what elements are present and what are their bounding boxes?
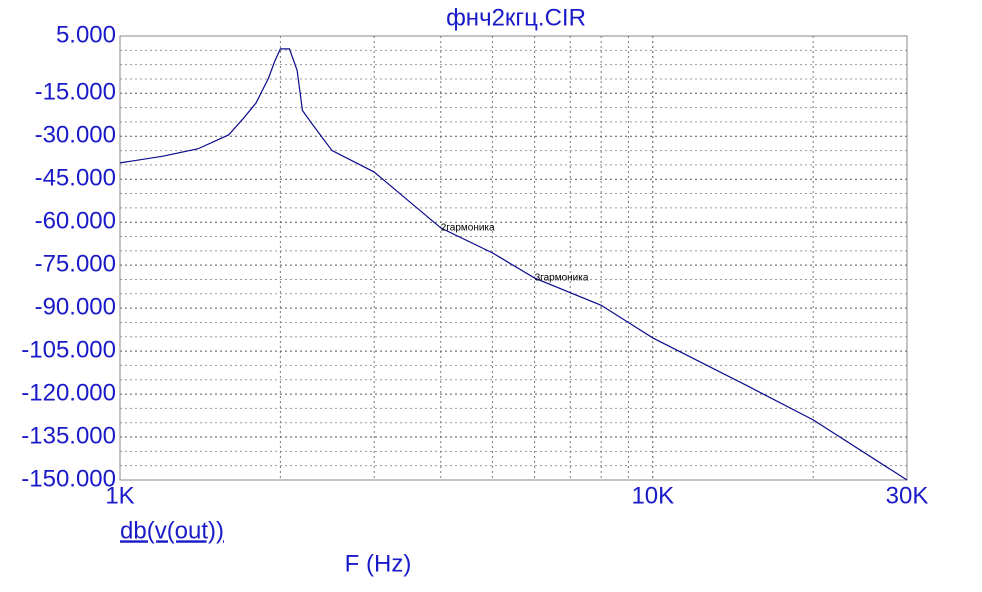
- legend-entry: db(v(out)): [120, 517, 224, 544]
- x-tick-label: 30K: [886, 482, 929, 509]
- chart-title: фнч2кгц.CIR: [446, 4, 586, 31]
- line-series: [119, 48, 908, 481]
- x-tick-label: 10K: [631, 482, 674, 509]
- y-tick-label: -15.000: [35, 79, 116, 106]
- y-tick-label: -30.000: [35, 122, 116, 149]
- y-tick-label: -75.000: [35, 251, 116, 278]
- x-axis-label: F (Hz): [345, 550, 412, 577]
- y-tick-label: -135.000: [21, 422, 116, 449]
- y-tick-label: -60.000: [35, 208, 116, 235]
- y-tick-label: -90.000: [35, 293, 116, 320]
- annotation: 2гармоника: [441, 223, 495, 234]
- y-tick-label: 5.000: [56, 21, 116, 48]
- y-tick-label: -45.000: [35, 165, 116, 192]
- y-tick-label: -150.000: [21, 465, 116, 492]
- y-tick-label: -120.000: [21, 379, 116, 406]
- x-tick-label: 1K: [105, 482, 134, 509]
- y-tick-label: -105.000: [21, 336, 116, 363]
- annotation: 3гармоника: [535, 273, 589, 284]
- plot-frame: [119, 35, 908, 481]
